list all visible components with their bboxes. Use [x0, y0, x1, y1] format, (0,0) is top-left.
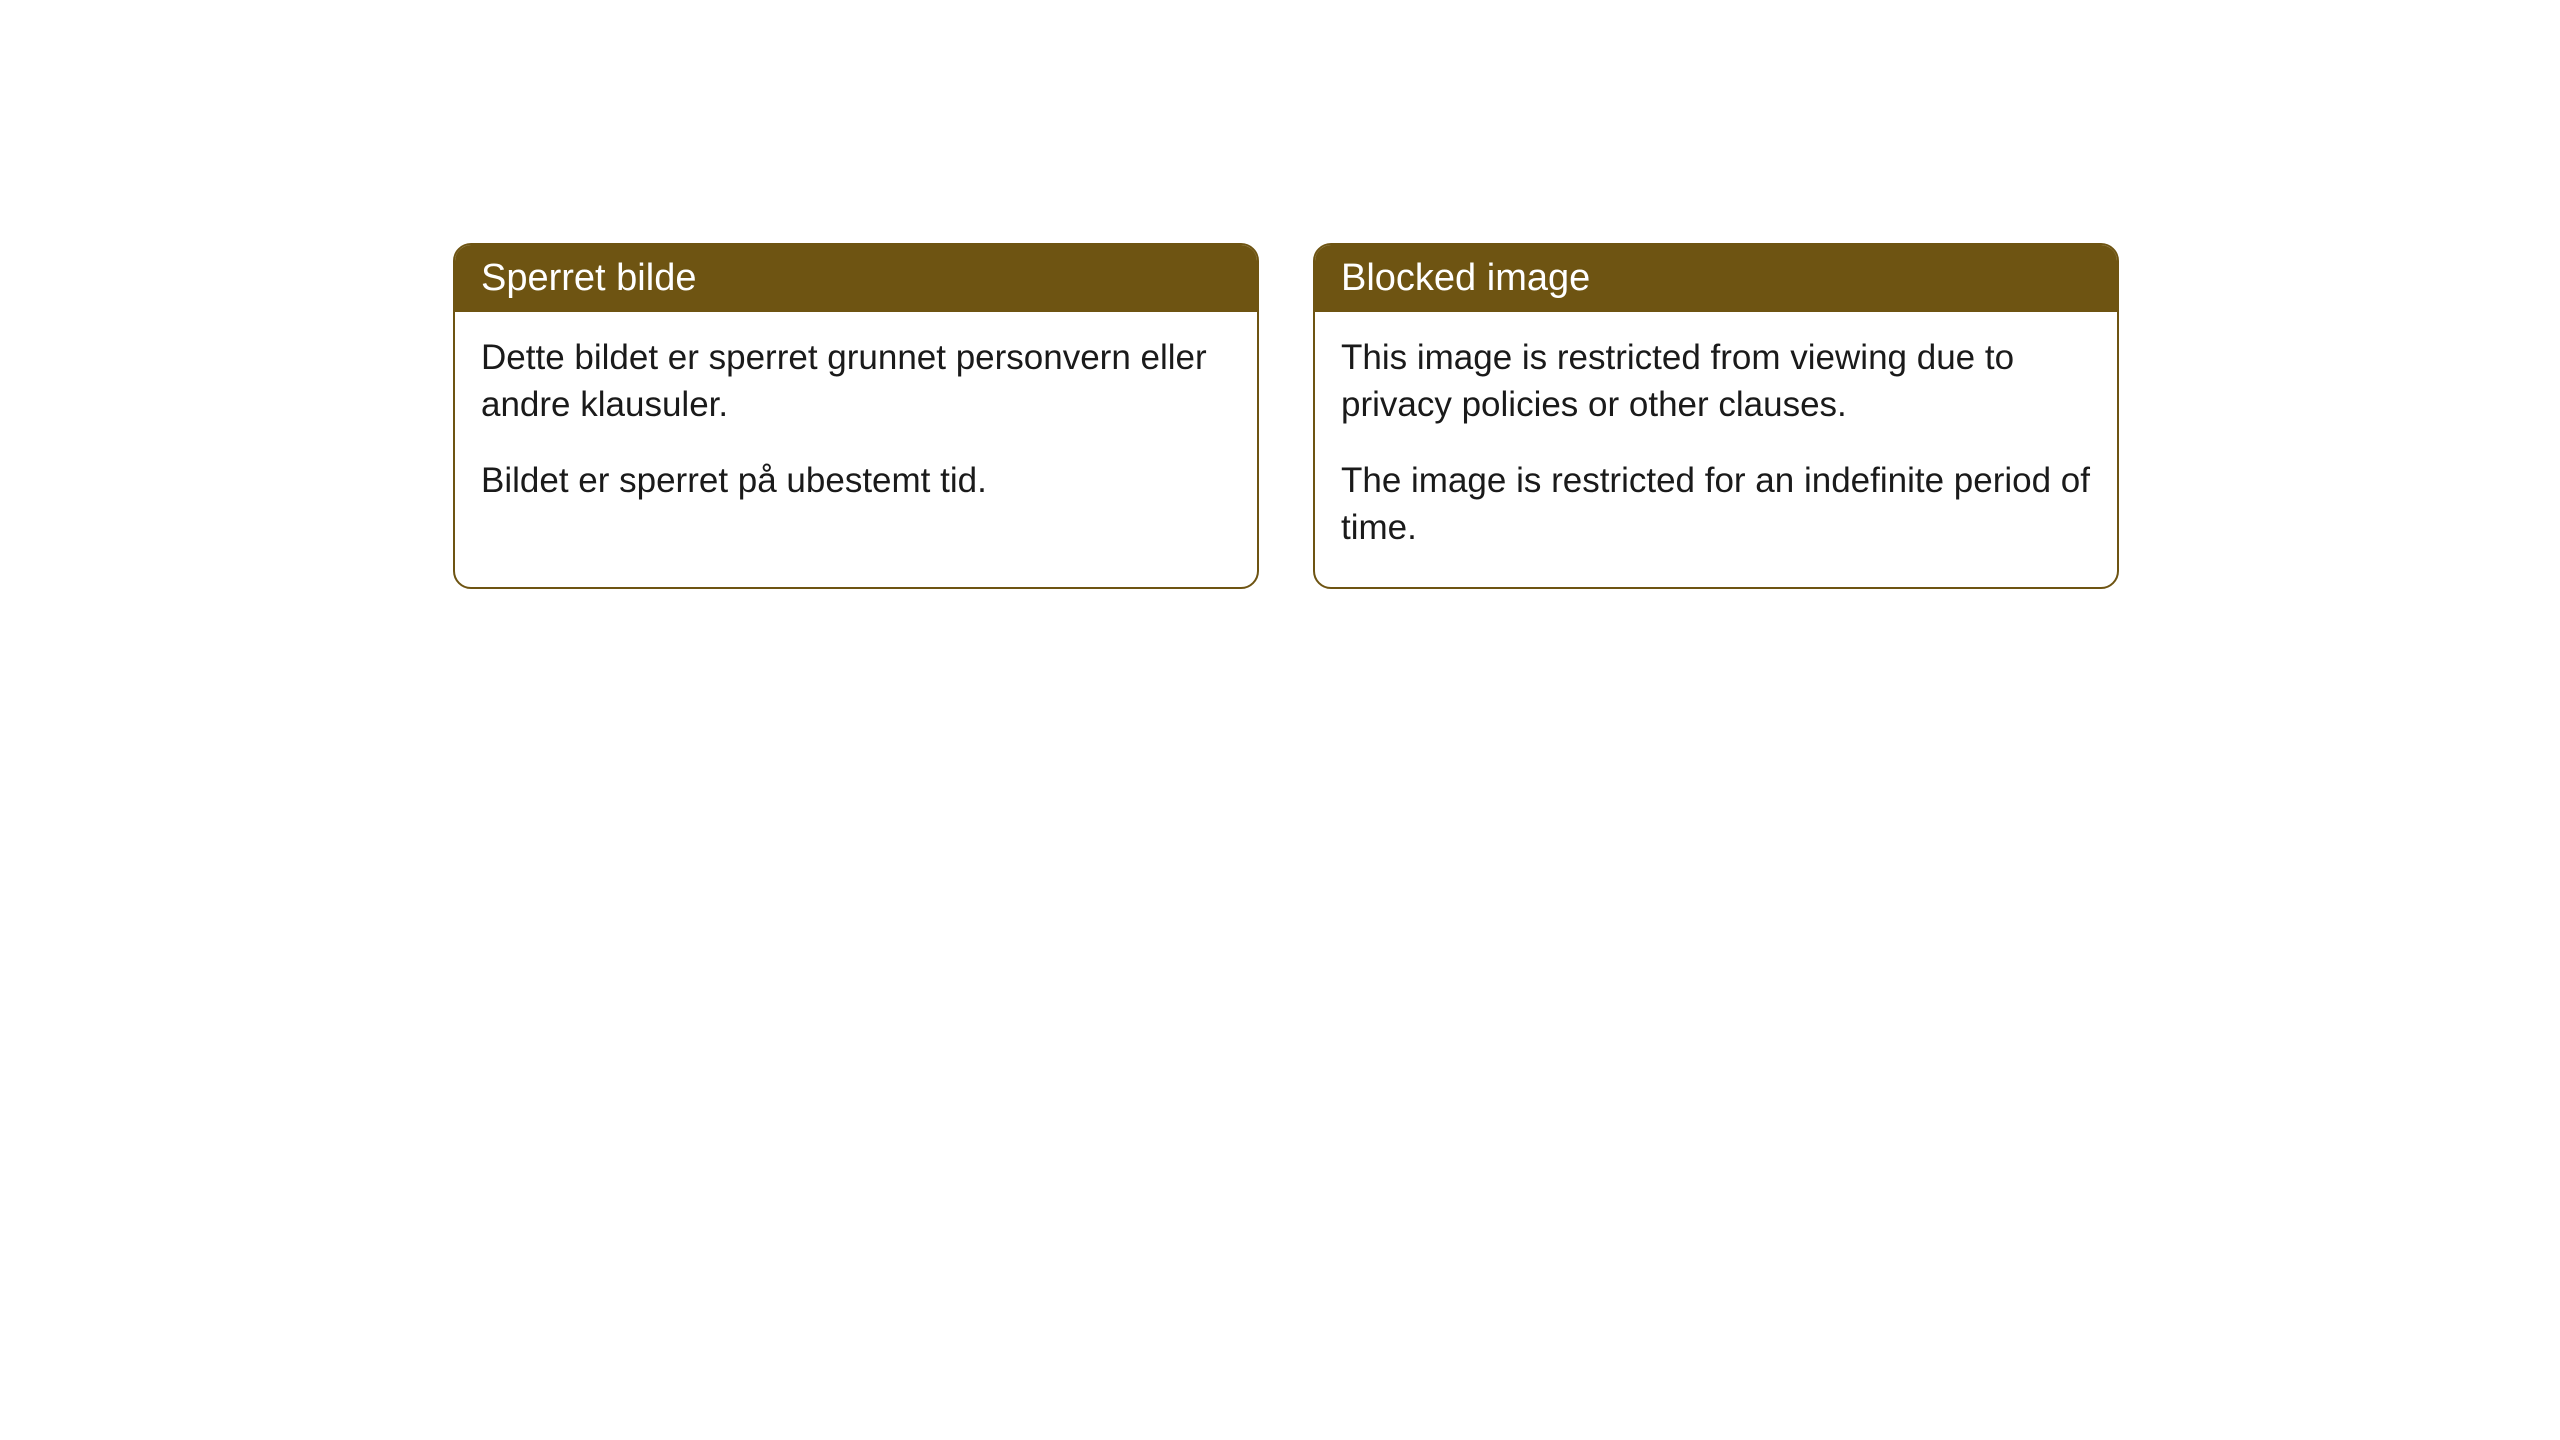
card-paragraph-1: Dette bildet er sperret grunnet personve…: [481, 334, 1231, 429]
card-title: Blocked image: [1341, 257, 1590, 299]
card-title: Sperret bilde: [481, 257, 696, 299]
notice-card-english: Blocked image This image is restricted f…: [1313, 243, 2119, 589]
notice-cards-container: Sperret bilde Dette bildet er sperret gr…: [453, 243, 2119, 589]
card-header: Blocked image: [1315, 245, 2117, 312]
notice-card-norwegian: Sperret bilde Dette bildet er sperret gr…: [453, 243, 1259, 589]
card-paragraph-2: The image is restricted for an indefinit…: [1341, 457, 2091, 552]
card-body: Dette bildet er sperret grunnet personve…: [455, 312, 1257, 540]
card-body: This image is restricted from viewing du…: [1315, 312, 2117, 587]
card-paragraph-1: This image is restricted from viewing du…: [1341, 334, 2091, 429]
card-paragraph-2: Bildet er sperret på ubestemt tid.: [481, 457, 1231, 504]
card-header: Sperret bilde: [455, 245, 1257, 312]
